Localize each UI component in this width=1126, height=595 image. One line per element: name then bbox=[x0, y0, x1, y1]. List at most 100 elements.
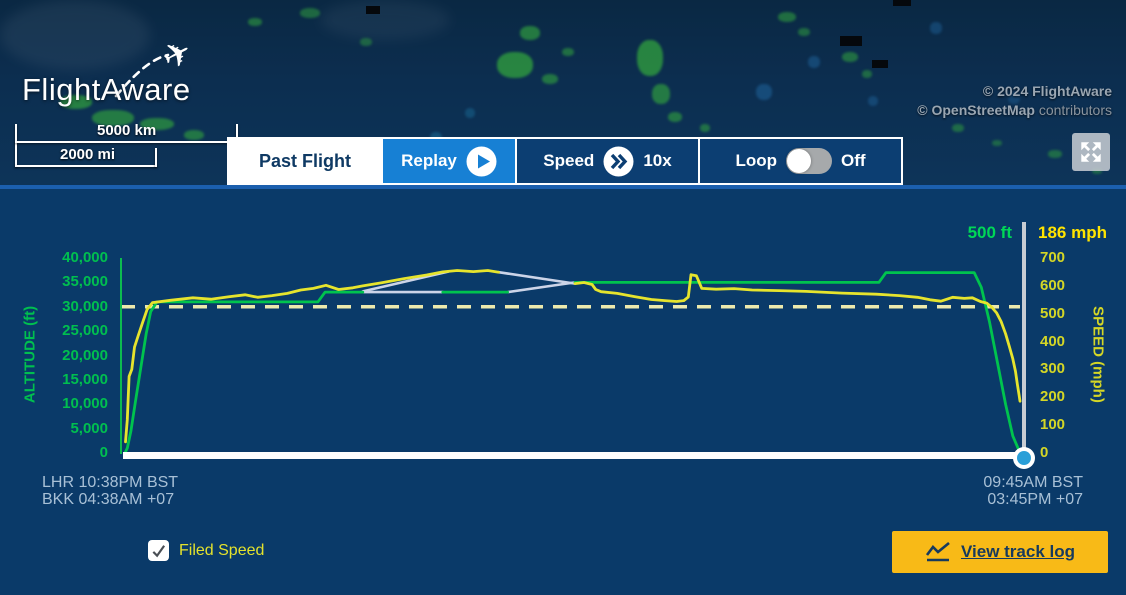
map-island bbox=[992, 140, 1002, 146]
map-island bbox=[930, 22, 942, 34]
map-attribution: © 2024 FlightAware © OpenStreetMap contr… bbox=[917, 82, 1112, 120]
scale-km-label: 5000 km bbox=[97, 122, 157, 139]
speed-axis-title: SPEED (mph) bbox=[1089, 306, 1107, 403]
copyright-contributors: contributors bbox=[1034, 102, 1112, 118]
axis-tick: 5,000 bbox=[70, 419, 108, 437]
map-island bbox=[668, 112, 682, 122]
flightaware-plane-icon: ✈ bbox=[114, 36, 199, 98]
axis-tick: 400 bbox=[1040, 332, 1066, 350]
copyright-flightaware: © 2024 FlightAware bbox=[982, 83, 1112, 99]
map-island bbox=[248, 18, 262, 26]
map-island bbox=[952, 124, 964, 132]
axis-tick: 300 bbox=[1040, 360, 1066, 378]
speed-axis-ticks: 700 600 500 400 300 200 100 0 bbox=[1040, 0, 1110, 595]
copyright-osm-link[interactable]: © OpenStreetMap bbox=[917, 102, 1035, 118]
map-island bbox=[562, 48, 574, 56]
arrival-time-destination: 03:45PM +07 bbox=[987, 491, 1083, 508]
map-island bbox=[700, 124, 710, 132]
map-island bbox=[778, 12, 796, 22]
filed-speed-control[interactable]: Filed Speed bbox=[148, 540, 264, 561]
map-island bbox=[808, 56, 820, 68]
replay-speed-control[interactable]: Speed 10x bbox=[517, 137, 700, 185]
departure-time-origin: LHR 10:38PM BST bbox=[42, 474, 179, 491]
axis-tick: 0 bbox=[99, 444, 108, 461]
axis-tick: 500 bbox=[1040, 304, 1066, 322]
axis-tick: 700 bbox=[1040, 249, 1066, 266]
map-island bbox=[637, 40, 663, 76]
map-island bbox=[756, 84, 772, 100]
loop-control: Loop Off bbox=[700, 137, 903, 185]
track-log-chart-icon bbox=[925, 541, 950, 562]
timeline-scrubber-handle[interactable] bbox=[1013, 447, 1035, 469]
axis-tick: 10,000 bbox=[62, 395, 108, 413]
map-label-box bbox=[366, 6, 380, 14]
map-island bbox=[465, 108, 475, 118]
map-island bbox=[1008, 92, 1020, 104]
replay-label: Replay bbox=[401, 151, 457, 170]
filed-speed-label: Filed Speed bbox=[179, 541, 265, 559]
axis-tick: 15,000 bbox=[62, 370, 108, 388]
map-island bbox=[868, 96, 878, 106]
map-label-box bbox=[840, 36, 862, 46]
scale-km-line bbox=[15, 141, 238, 143]
speed-value: 10x bbox=[643, 151, 672, 170]
flightaware-logo: FlightAware bbox=[22, 72, 191, 107]
time-cursor-line bbox=[1022, 222, 1026, 462]
view-track-log-label: View track log bbox=[960, 542, 1075, 561]
replay-button[interactable]: Replay bbox=[383, 137, 517, 185]
play-icon bbox=[466, 146, 497, 176]
fullscreen-button[interactable] bbox=[1072, 133, 1110, 171]
scrubber-dot bbox=[1017, 451, 1031, 465]
altitude-axis-line bbox=[120, 258, 122, 454]
axis-tick: 100 bbox=[1040, 416, 1066, 434]
scale-mi-label: 2000 mi bbox=[60, 146, 116, 163]
map-label-box bbox=[893, 0, 911, 6]
map-island bbox=[798, 28, 810, 36]
cursor-speed-value: 186 mph bbox=[1038, 223, 1107, 242]
map-island bbox=[862, 70, 872, 78]
altitude-axis-ticks: 40,000 35,000 30,000 25,000 20,000 15,000 10,0… bbox=[0, 0, 110, 595]
map-island bbox=[1048, 150, 1062, 158]
timeline-seek-bar[interactable] bbox=[123, 452, 1022, 459]
loop-toggle[interactable] bbox=[786, 148, 832, 174]
map-landmass bbox=[320, 0, 450, 40]
departure-timestamps: LHR 10:38PM BST BKK 04:38AM +07 bbox=[42, 474, 178, 508]
scale-mi-tick bbox=[155, 148, 157, 167]
map-island bbox=[92, 110, 134, 126]
axis-tick: 200 bbox=[1040, 388, 1066, 406]
toggle-knob bbox=[787, 149, 811, 173]
map-island bbox=[520, 26, 540, 40]
view-track-log-button[interactable]: View track log bbox=[892, 531, 1108, 573]
map-island bbox=[360, 38, 372, 46]
fast-forward-icon bbox=[603, 146, 634, 176]
tab-past-flight[interactable]: Past Flight bbox=[227, 137, 383, 185]
checkmark-icon bbox=[152, 545, 166, 558]
map-island bbox=[497, 52, 533, 78]
arrival-time-origin: 09:45AM BST bbox=[983, 474, 1083, 491]
departure-time-destination: BKK 04:38AM +07 bbox=[42, 491, 175, 508]
arrival-timestamps: 09:45AM BST 03:45PM +07 bbox=[983, 474, 1083, 508]
scale-tick-left bbox=[15, 124, 17, 167]
axis-tick: 0 bbox=[1040, 444, 1049, 461]
axis-tick: 25,000 bbox=[62, 322, 108, 340]
map-island bbox=[184, 130, 204, 140]
altitude-axis-title: ALTITUDE (ft) bbox=[21, 305, 39, 404]
axis-tick: 600 bbox=[1040, 276, 1066, 294]
scale-km-tick bbox=[236, 124, 238, 143]
axis-tick: 30,000 bbox=[62, 297, 108, 315]
loop-state: Off bbox=[841, 151, 866, 170]
axis-tick: 20,000 bbox=[62, 346, 108, 364]
map-label-box bbox=[872, 60, 888, 68]
map-island bbox=[300, 8, 320, 18]
axis-tick: 35,000 bbox=[62, 273, 108, 291]
scale-mi-line bbox=[15, 165, 157, 167]
replay-control-bar: Past Flight Replay Speed 10x Loop Off bbox=[227, 137, 903, 185]
cursor-altitude-value: 500 ft bbox=[967, 223, 1012, 242]
filed-speed-checkbox[interactable] bbox=[148, 540, 169, 561]
speed-label: Speed bbox=[543, 151, 595, 170]
axis-tick: 40,000 bbox=[62, 249, 108, 266]
map-island bbox=[542, 74, 558, 84]
map-island bbox=[842, 52, 858, 62]
expand-arrows-icon bbox=[1081, 142, 1101, 162]
